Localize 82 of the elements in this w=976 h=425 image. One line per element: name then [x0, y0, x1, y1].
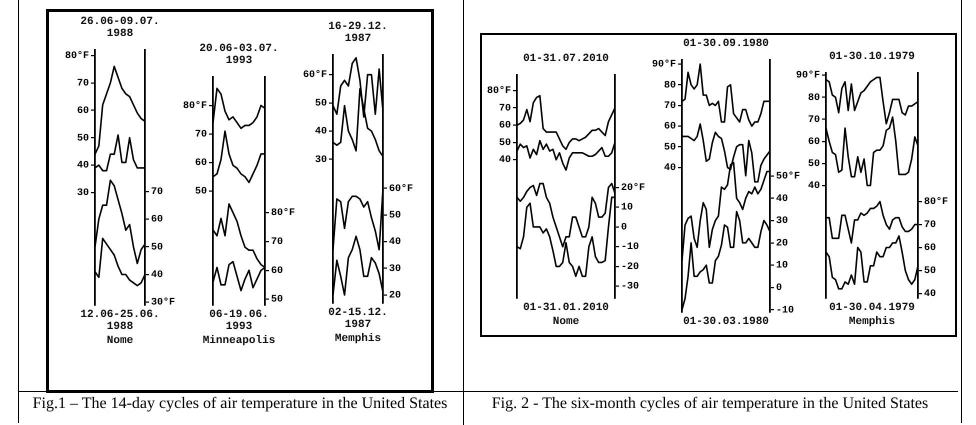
y-tick-label: 50 [808, 158, 820, 170]
y-tick-label: 60 [498, 120, 511, 132]
x-axis-title: 06-19.06. 1993 [209, 309, 269, 333]
y2-tick-label: 30 [389, 264, 402, 275]
y2-tick-label: 60°F [389, 184, 414, 195]
y2-tick-label: 30 [776, 216, 788, 228]
text: Fig.1 – The 14-day cycles of air temperature in the United States [32, 395, 448, 413]
y-tick-label: 40 [808, 181, 820, 192]
y-tick-label: 40 [498, 155, 511, 166]
y-tick-label: 60 [76, 106, 89, 117]
y2-tick-label: 20 [389, 290, 402, 302]
y2-tick-label: 40 [151, 270, 164, 282]
y-tick-label: 30 [314, 154, 327, 166]
y2-tick-label: 60 [271, 266, 284, 277]
text: Fig. 2 - The six-month cycles of air temperature in the United States [490, 395, 930, 413]
y-tick-label: 60 [664, 122, 676, 133]
y2-tick-label: 0 [776, 282, 782, 294]
y-tick-label: 80 [808, 92, 820, 104]
x-axis-title: 01-30.03.1980 [683, 316, 769, 328]
y-tick-label: 30 [76, 188, 89, 200]
chart-title: 01-30.10.1979 [829, 51, 915, 63]
y-tick-label: 90°F [652, 60, 676, 71]
y2-tick-label: -10 [621, 242, 640, 254]
x-axis-title: 02-15.12. 1987 [328, 307, 388, 331]
y-tick-label: 60 [194, 158, 207, 170]
x-axis-title: 01-30.04.1979 [829, 302, 915, 314]
text: Nome [106, 335, 134, 347]
y2-tick-label: 70 [924, 220, 936, 232]
y2-tick-label: 30°F [151, 298, 176, 309]
chart-title: 16-29.12. 1987 [328, 21, 388, 45]
x-axis-title: 12.06-25.06. 1988 [80, 309, 160, 333]
y-tick-label: 50 [194, 186, 207, 198]
y-tick-label: 60 [808, 136, 820, 148]
y2-tick-label: 40 [776, 194, 788, 205]
y2-tick-label: 60 [924, 243, 936, 254]
text: Memphis [848, 316, 896, 328]
y2-tick-label: 40 [924, 288, 936, 300]
y2-tick-label: -20 [621, 262, 640, 273]
text: Nome [552, 316, 580, 328]
y2-tick-label: 80°F [924, 197, 948, 208]
y2-tick-label: 40 [389, 237, 402, 248]
y-tick-label: 50 [664, 142, 676, 154]
y2-tick-label: 20 [776, 238, 788, 250]
chart-title: 01-31.07.2010 [523, 53, 609, 65]
y-tick-label: 80 [664, 80, 676, 92]
y-tick-label: 40 [314, 126, 327, 138]
chart-title: 20.06-03.07. 1993 [199, 43, 279, 67]
y-tick-label: 50 [498, 138, 511, 149]
y-tick-label: 50 [314, 98, 327, 110]
y-tick-label: 70 [498, 103, 511, 114]
y-tick-label: 40 [76, 160, 89, 172]
y2-tick-label: 50 [389, 210, 402, 222]
chart-title: 26.06-09.07. 1988 [80, 16, 160, 40]
y2-tick-label: 50 [271, 294, 284, 306]
y-tick-label: 70 [808, 114, 820, 126]
y2-tick-label: 20°F [621, 183, 646, 194]
y-tick-label: 80°F [486, 86, 511, 98]
y-tick-label: 80°F [182, 101, 207, 112]
y2-tick-label: 10 [776, 260, 788, 272]
y2-tick-label: 50 [924, 266, 936, 277]
y-tick-label: 70 [76, 78, 89, 90]
y-tick-label: 50 [76, 133, 89, 144]
y2-tick-label: 60 [151, 214, 164, 226]
y-tick-label: 70 [194, 130, 207, 141]
y2-tick-label: -10 [776, 305, 794, 316]
y2-tick-label: 50°F [776, 171, 800, 182]
y2-tick-label: 10 [621, 202, 634, 214]
y-tick-label: 80°F [64, 51, 89, 62]
text: Memphis [334, 333, 382, 345]
y2-tick-label: 80°F [271, 208, 296, 220]
y-tick-label: 60°F [302, 70, 327, 82]
y2-tick-label: 70 [271, 237, 284, 248]
y2-tick-label: 0 [621, 222, 628, 234]
x-axis-title: 01-31.01.2010 [523, 302, 609, 314]
text: Minneapolis [202, 335, 276, 347]
y2-tick-label: 50 [151, 242, 164, 254]
y2-tick-label: 70 [151, 186, 164, 198]
y2-tick-label: -30 [621, 282, 640, 293]
y-tick-label: 40 [664, 162, 676, 174]
chart-title: 01-30.09.1980 [683, 38, 769, 50]
y-tick-label: 90°F [796, 70, 820, 82]
y-tick-label: 70 [664, 100, 676, 112]
